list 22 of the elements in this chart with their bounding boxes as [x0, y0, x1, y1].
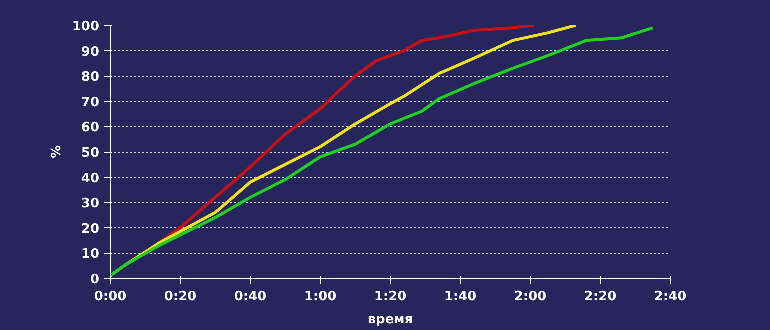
- x-tick-label: 1:00: [304, 290, 337, 304]
- y-tick-label: 40: [81, 171, 100, 186]
- y-tick-label: 0: [90, 272, 100, 288]
- y-tick-label: 60: [81, 120, 100, 136]
- x-tick-label: 0:00: [94, 290, 127, 304]
- x-tick-label: 2:20: [584, 290, 617, 304]
- y-tick-label: 90: [81, 44, 100, 60]
- x-tick-label: 1:20: [374, 290, 407, 304]
- x-tick-label: 0:20: [164, 290, 197, 304]
- y-tick-label: 50: [81, 146, 100, 161]
- y-tick-label: 100: [72, 20, 100, 34]
- x-tick-label: 0:40: [234, 290, 267, 304]
- y-tick-label: 70: [81, 95, 100, 110]
- x-tick-label: 2:00: [514, 290, 547, 304]
- x-tick-label: 2:40: [654, 290, 687, 304]
- y-tick-label: 20: [81, 222, 100, 237]
- y-axis-title: %: [49, 145, 64, 159]
- y-tick-label: 30: [81, 196, 100, 212]
- x-axis-title: время: [368, 312, 414, 328]
- x-tick-label: 1:40: [444, 290, 477, 304]
- y-tick-label: 10: [81, 247, 100, 262]
- y-tick-label: 80: [81, 70, 100, 86]
